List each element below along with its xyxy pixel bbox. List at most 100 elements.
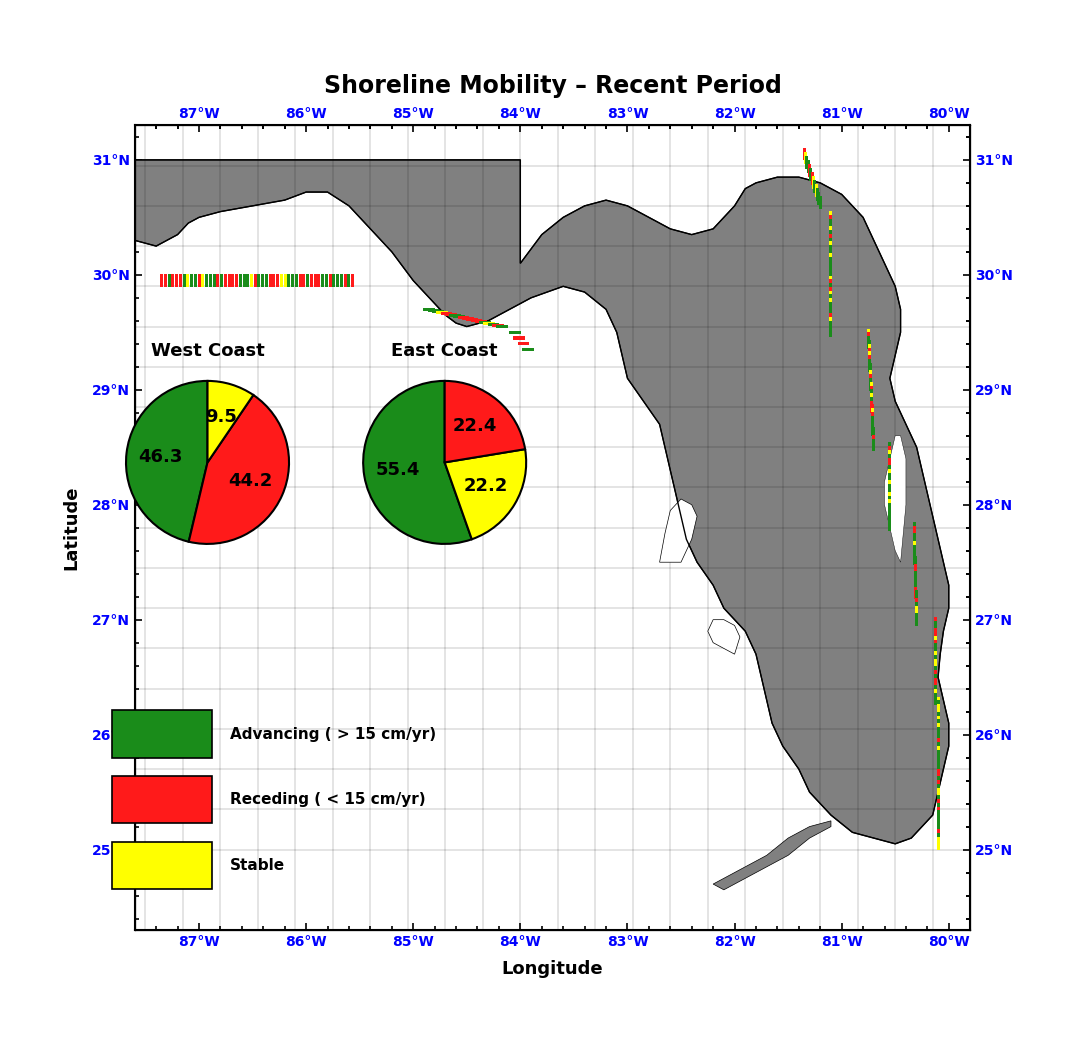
Bar (913, 526, 915, 538)
Bar (424, 307, 436, 311)
Bar (816, 188, 819, 201)
Bar (871, 412, 874, 424)
Bar (829, 249, 832, 261)
Bar (870, 393, 873, 405)
Bar (812, 176, 815, 189)
Bar (935, 632, 938, 645)
Bar (190, 274, 193, 287)
Bar (815, 184, 818, 196)
Bar (888, 465, 892, 478)
Bar (937, 700, 940, 713)
Bar (937, 723, 940, 736)
Bar (937, 712, 940, 724)
Bar (829, 298, 832, 311)
Bar (937, 716, 940, 728)
Bar (913, 541, 916, 554)
Bar (829, 295, 832, 307)
Bar (935, 674, 938, 687)
Bar (937, 697, 940, 710)
Bar (243, 274, 246, 287)
Bar (227, 274, 231, 287)
Bar (517, 342, 529, 346)
Bar (220, 274, 223, 287)
Bar (829, 287, 832, 300)
Bar (868, 344, 871, 356)
Polygon shape (714, 821, 831, 890)
Bar (914, 560, 916, 573)
Bar (937, 739, 940, 751)
Wedge shape (445, 449, 526, 539)
Bar (937, 784, 940, 796)
Bar (888, 484, 892, 496)
Bar (212, 274, 216, 287)
Bar (205, 274, 208, 287)
Bar (888, 518, 892, 531)
Bar (937, 704, 940, 717)
Bar (829, 283, 832, 296)
Bar (937, 746, 940, 759)
Bar (872, 435, 875, 447)
Bar (888, 500, 892, 512)
Bar (868, 336, 870, 349)
Bar (164, 274, 167, 287)
Polygon shape (708, 620, 740, 654)
Bar (937, 735, 940, 747)
Bar (829, 279, 832, 292)
Bar (937, 830, 940, 842)
Text: 44.2: 44.2 (229, 472, 273, 490)
Text: Stable: Stable (230, 858, 286, 874)
Bar (913, 522, 915, 535)
Bar (935, 677, 938, 691)
Wedge shape (189, 395, 289, 543)
Bar (913, 534, 916, 547)
Bar (888, 458, 892, 470)
Bar (829, 246, 832, 258)
Bar (888, 442, 892, 455)
Bar (935, 628, 938, 641)
Bar (937, 707, 940, 721)
Bar (888, 446, 892, 459)
Bar (914, 583, 917, 596)
Bar (937, 730, 940, 743)
Bar (935, 640, 938, 652)
Bar (829, 223, 832, 235)
Bar (914, 564, 916, 577)
Bar (351, 274, 355, 287)
Bar (869, 378, 872, 391)
Bar (268, 274, 272, 287)
Bar (829, 264, 832, 277)
Bar (868, 351, 871, 364)
Bar (913, 537, 916, 550)
Bar (810, 168, 813, 181)
Bar (868, 340, 871, 352)
Bar (265, 274, 268, 287)
Text: Advancing ( > 15 cm/yr): Advancing ( > 15 cm/yr) (230, 726, 437, 742)
Bar (318, 274, 320, 287)
Bar (935, 670, 938, 682)
Wedge shape (207, 380, 253, 462)
Bar (937, 788, 940, 800)
Polygon shape (660, 500, 697, 562)
Bar (492, 324, 503, 327)
Bar (805, 156, 808, 168)
Bar (914, 590, 917, 603)
Bar (913, 544, 916, 557)
Bar (913, 553, 916, 565)
Bar (829, 309, 832, 322)
Bar (513, 336, 525, 340)
Text: 22.2: 22.2 (464, 478, 508, 495)
Bar (868, 355, 871, 368)
Title: East Coast: East Coast (391, 343, 498, 361)
Bar (829, 276, 832, 288)
Bar (935, 655, 938, 668)
Bar (935, 686, 938, 698)
X-axis label: Longitude: Longitude (501, 960, 604, 978)
Bar (829, 302, 832, 315)
Bar (913, 556, 916, 568)
Bar (937, 803, 940, 815)
Bar (935, 644, 938, 656)
Bar (872, 439, 875, 451)
Bar (872, 431, 875, 444)
Bar (235, 274, 238, 287)
Bar (937, 780, 940, 793)
